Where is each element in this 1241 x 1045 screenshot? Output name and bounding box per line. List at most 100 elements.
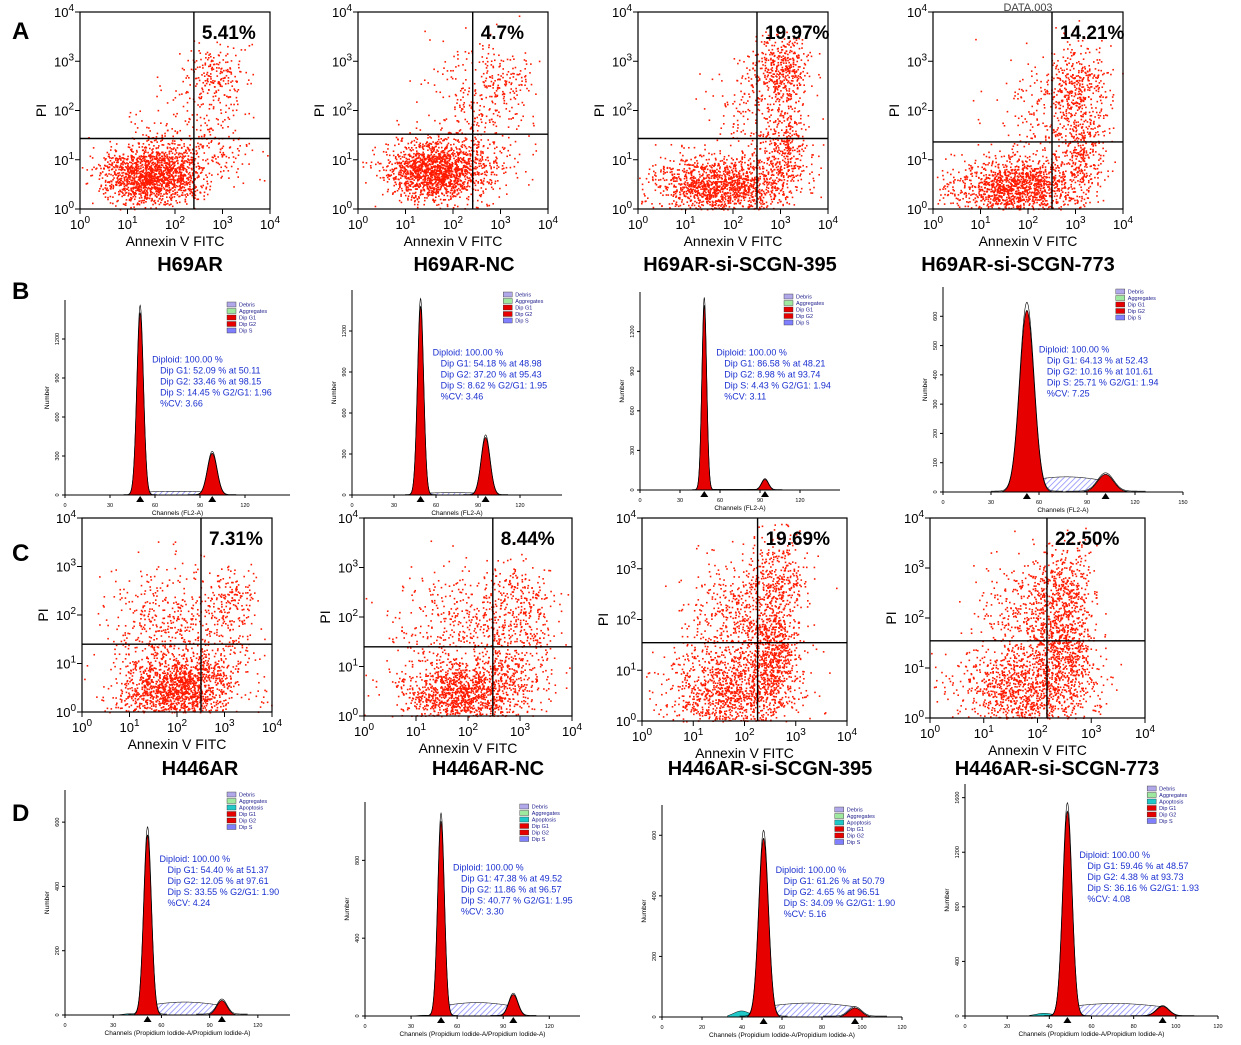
- stats-line: Dip S: 34.09 % G2/G1: 1.90: [784, 898, 896, 908]
- legend-swatch: [784, 320, 793, 325]
- stats-line: Dip G1: 52.09 % at 50.11: [160, 365, 260, 375]
- g1-peak: [998, 310, 1056, 492]
- modfit-stats: Diploid: 100.00 %Dip G1: 54.18 % at 48.9…: [433, 348, 548, 402]
- y-tick-label: 200: [55, 946, 61, 955]
- apoptosis-percentage: 4.7%: [481, 23, 524, 44]
- x-tick-label: 60: [1088, 1024, 1094, 1030]
- stats-line: Dip G2: 11.86 % at 96.57: [461, 884, 561, 894]
- x-tick-label: 90: [475, 503, 481, 509]
- stats-line: %CV: 3.30: [461, 906, 504, 916]
- g1-peak: [695, 305, 714, 490]
- g2-peak: [468, 438, 504, 495]
- x-tick-label: 90: [197, 503, 203, 509]
- g2-peak: [751, 479, 779, 490]
- dot-cloud: [646, 524, 838, 723]
- y-tick-label: 104: [907, 3, 927, 20]
- x-tick-label: 60: [433, 503, 439, 509]
- y-tick-label: 104: [332, 3, 352, 20]
- x-tick-label: 102: [1027, 724, 1047, 741]
- legend-swatch: [503, 312, 512, 317]
- legend-label: Aggregates: [796, 301, 824, 307]
- x-axis-label: Annexin V FITC: [126, 233, 225, 249]
- g1-peak: [127, 313, 153, 495]
- legend-swatch: [227, 812, 236, 817]
- x-axis-label: Channels (Propidium Iodide-A/Propidium I…: [105, 1030, 251, 1037]
- stats-line: Diploid: 100.00 %: [716, 347, 787, 357]
- x-tick-label: 80: [819, 1025, 825, 1031]
- legend-label: Dip S: [532, 837, 546, 843]
- x-tick-label: 150: [1178, 500, 1187, 506]
- stats-line: Diploid: 100.00 %: [433, 348, 504, 358]
- y-tick-label: 101: [54, 151, 74, 168]
- y-tick-label: 102: [338, 608, 358, 625]
- y-tick-label: 600: [630, 406, 636, 415]
- stats-line: Dip G1: 47.38 % at 49.52: [461, 873, 562, 883]
- peak-marker: [1159, 1017, 1167, 1023]
- legend-swatch: [784, 307, 793, 312]
- y-tick-label: 101: [56, 655, 76, 672]
- legend-label: Dip G2: [796, 314, 813, 320]
- x-tick-label: 0: [941, 500, 944, 506]
- legend-label: Debris: [1128, 290, 1144, 296]
- legend-swatch: [1147, 812, 1156, 817]
- y-tick-label: 400: [933, 370, 939, 379]
- y-axis-label: PI: [886, 104, 902, 117]
- y-tick-label: 300: [630, 446, 636, 455]
- stats-line: %CV: 5.16: [784, 909, 827, 919]
- y-tick-label: 102: [612, 102, 632, 119]
- dot-cloud: [84, 541, 273, 713]
- stats-line: Dip G2: 37.20 % at 95.43: [441, 370, 542, 380]
- peak-marker: [1063, 1017, 1071, 1023]
- dot-cloud: [364, 540, 571, 717]
- legend-swatch: [520, 804, 529, 809]
- y-tick-label: 103: [907, 52, 927, 69]
- legend-swatch: [227, 818, 236, 823]
- peak-marker: [482, 496, 490, 502]
- legend-swatch: [1147, 819, 1156, 824]
- x-tick-label: 103: [212, 215, 232, 232]
- legend-swatch: [503, 318, 512, 323]
- x-tick-label: 30: [988, 500, 994, 506]
- y-tick-label: 800: [355, 856, 361, 865]
- y-axis-label: PI: [591, 104, 607, 117]
- stats-line: Diploid: 100.00 %: [776, 865, 847, 875]
- y-tick-label: 104: [612, 3, 632, 20]
- y-tick-label: 101: [616, 661, 636, 678]
- y-tick-label: 500: [933, 341, 939, 350]
- y-tick-label: 100: [56, 703, 76, 720]
- x-axis-label: Channels (FL2-A): [714, 505, 765, 512]
- y-tick-label: 102: [54, 102, 74, 119]
- y-tick-label: 101: [904, 659, 924, 676]
- peak-marker: [136, 496, 144, 502]
- y-tick-label: 0: [55, 493, 61, 496]
- legend-label: Dip S: [239, 825, 253, 831]
- peak-marker: [761, 491, 769, 497]
- y-tick-label: 103: [904, 559, 924, 576]
- legend-label: Dip G1: [239, 812, 256, 818]
- y-tick-label: 900: [630, 367, 636, 376]
- x-tick-label: 101: [683, 727, 703, 744]
- x-tick-label: 60: [158, 1023, 164, 1029]
- legend-label: Debris: [1159, 787, 1175, 793]
- legend-label: Dip G1: [239, 316, 256, 322]
- legend-label: Dip G2: [239, 322, 256, 328]
- y-tick-label: 800: [955, 902, 961, 911]
- x-tick-label: 0: [963, 1024, 966, 1030]
- y-tick-label: 100: [54, 200, 74, 217]
- apoptosis-percentage: 7.31%: [209, 529, 263, 550]
- x-tick-label: 30: [391, 503, 397, 509]
- x-tick-label: 104: [1113, 215, 1133, 232]
- x-tick-label: 100: [1171, 1024, 1180, 1030]
- row-label-d: D: [12, 800, 29, 828]
- y-tick-label: 0: [630, 488, 636, 491]
- stats-line: Dip S: 8.62 % G2/G1: 1.95: [441, 381, 548, 391]
- x-tick-label: 100: [857, 1025, 866, 1031]
